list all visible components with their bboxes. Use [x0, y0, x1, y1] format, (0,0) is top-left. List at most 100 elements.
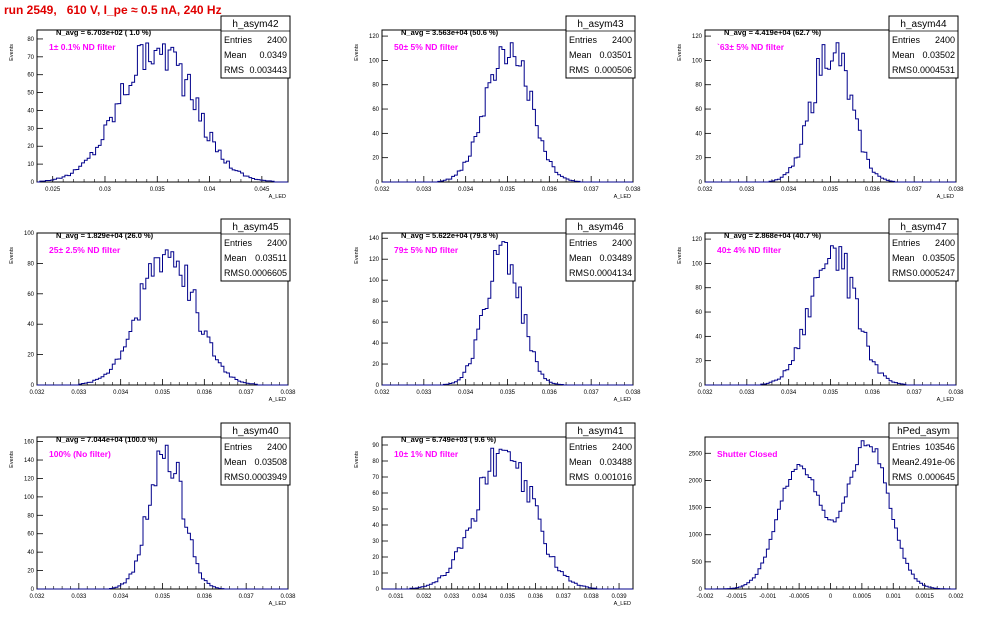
- stats-value: 2400: [267, 35, 287, 45]
- x-axis-label: A_LED: [937, 397, 954, 403]
- x-tick-label: 0.035: [155, 594, 171, 600]
- filter-label: Shutter Closed: [717, 449, 777, 459]
- y-tick-label: 0: [699, 587, 703, 593]
- histogram-name: h_asym40: [232, 426, 279, 437]
- y-tick-label: 60: [27, 292, 34, 298]
- stats-value: -2.491e-06: [911, 457, 955, 467]
- histogram-panel: 0.025 0.03 0.035 0.04 0.045 0 10 20 30 40 50 60 70 80…: [9, 15, 291, 200]
- x-tick-label: 0.038: [948, 187, 964, 193]
- y-tick-label: 100: [369, 58, 380, 64]
- x-tick-label: 0.033: [739, 187, 755, 193]
- y-tick-label: 50: [372, 507, 379, 513]
- stats-key: RMS: [224, 268, 244, 278]
- stats-value: 103546: [925, 442, 955, 452]
- y-tick-label: 40: [695, 131, 702, 137]
- y-tick-label: 100: [24, 231, 35, 237]
- y-tick-label: 10: [372, 571, 379, 577]
- x-tick-label: 0.04: [204, 187, 216, 193]
- y-tick-label: 80: [372, 299, 379, 305]
- x-tick-label: 0.034: [458, 187, 474, 193]
- x-tick-label: 0.033: [71, 390, 87, 396]
- x-axis-label: A_LED: [614, 601, 631, 607]
- x-tick-label: 0.036: [865, 187, 881, 193]
- y-tick-label: 40: [372, 523, 379, 529]
- histogram-panel: 0.032 0.033 0.034 0.035 0.036 0.037 0.038 0 20 40…: [677, 218, 964, 403]
- x-tick-label: 0: [829, 594, 833, 600]
- norm-label: N_avg = 4.419e+04 (62.7 %): [724, 28, 822, 37]
- filter-label: 40± 4% ND filter: [717, 245, 782, 255]
- stats-value: 0.03489: [599, 253, 632, 263]
- y-tick-label: 1000: [689, 533, 703, 539]
- histogram-series: [37, 249, 288, 386]
- x-tick-label: 0.031: [388, 594, 404, 600]
- filter-label: 50± 5% ND filter: [394, 42, 459, 52]
- x-tick-label: 0.037: [239, 390, 255, 396]
- x-axis-label: A_LED: [269, 601, 286, 607]
- x-tick-label: 0.0005: [853, 594, 872, 600]
- y-tick-label: 80: [695, 83, 702, 89]
- x-tick-label: 0.03: [99, 187, 111, 193]
- stats-key: Entries: [224, 442, 253, 452]
- stats-box: [220, 218, 291, 282]
- y-tick-label: 1500: [689, 506, 703, 512]
- y-tick-label: 2000: [689, 478, 703, 484]
- y-tick-label: 20: [695, 156, 702, 162]
- y-tick-label: 80: [372, 83, 379, 89]
- norm-label: N_avg = 1.829e+04 (26.0 %): [56, 231, 154, 240]
- y-tick-label: 60: [695, 107, 702, 113]
- stats-value: 0.000645: [917, 472, 955, 482]
- y-tick-label: 40: [27, 108, 34, 114]
- stats-value: 0.000506: [594, 65, 632, 75]
- y-tick-label: 40: [27, 322, 34, 328]
- y-axis-label: Events: [354, 451, 360, 468]
- stats-key: RMS: [224, 472, 244, 482]
- y-tick-label: 30: [372, 539, 379, 545]
- x-tick-label: 0.036: [542, 390, 558, 396]
- x-tick-label: 0.035: [823, 187, 839, 193]
- stats-key: Mean: [569, 50, 592, 60]
- y-tick-label: 60: [372, 320, 379, 326]
- stats-key: RMS: [569, 268, 589, 278]
- y-tick-label: 120: [692, 237, 703, 243]
- x-tick-label: -0.002: [696, 594, 714, 600]
- stats-value: 0.0003949: [244, 472, 287, 482]
- x-tick-label: 0.037: [907, 390, 923, 396]
- x-tick-label: 0.035: [823, 390, 839, 396]
- x-tick-label: 0.036: [865, 390, 881, 396]
- y-tick-label: 0: [376, 383, 380, 389]
- x-tick-label: 0.035: [500, 390, 516, 396]
- y-tick-label: 50: [27, 91, 34, 97]
- histogram-name: h_asym45: [232, 222, 279, 233]
- y-axis-label: Events: [354, 44, 360, 61]
- y-tick-label: 100: [692, 58, 703, 64]
- filter-label: 100% (No filter): [49, 449, 111, 459]
- x-tick-label: 0.034: [781, 187, 797, 193]
- stats-value: 0.03502: [922, 50, 955, 60]
- y-axis-label: Events: [677, 247, 683, 264]
- stats-box: [888, 422, 959, 486]
- y-tick-label: 160: [24, 440, 35, 446]
- filter-label: 10± 1% ND filter: [394, 449, 459, 459]
- x-tick-label: 0.033: [71, 594, 87, 600]
- stats-value: 0.0005247: [912, 268, 955, 278]
- stats-value: 0.0004134: [589, 268, 632, 278]
- y-tick-label: 60: [27, 73, 34, 79]
- x-tick-label: 0.032: [29, 390, 45, 396]
- y-tick-label: 70: [27, 55, 34, 61]
- stats-value: 2400: [935, 238, 955, 248]
- stats-key: RMS: [569, 65, 589, 75]
- filter-label: 1± 0.1% ND filter: [49, 42, 116, 52]
- x-tick-label: -0.001: [759, 594, 777, 600]
- stats-key: Entries: [892, 442, 921, 452]
- x-tick-label: 0.036: [197, 594, 213, 600]
- x-tick-label: 0.045: [254, 187, 270, 193]
- filter-label: 79± 5% ND filter: [394, 245, 459, 255]
- x-tick-label: 0.032: [697, 187, 713, 193]
- y-tick-label: 20: [372, 555, 379, 561]
- histogram-series: [382, 42, 633, 183]
- stats-key: Mean: [892, 253, 915, 263]
- x-tick-label: 0.034: [472, 594, 488, 600]
- x-tick-label: 0.0015: [915, 594, 934, 600]
- histogram-series: [382, 447, 633, 590]
